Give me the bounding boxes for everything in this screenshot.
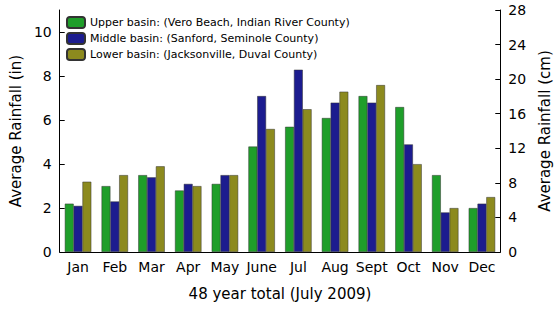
svg-text:0: 0: [43, 244, 52, 260]
svg-text:16: 16: [508, 106, 526, 122]
svg-text:Mar: Mar: [138, 259, 165, 275]
svg-text:28: 28: [508, 2, 526, 18]
svg-text:48 year total (July 2009): 48 year total (July 2009): [189, 285, 372, 303]
svg-text:20: 20: [508, 71, 526, 87]
svg-text:Average Rainfall (cm): Average Rainfall (cm): [536, 50, 554, 211]
svg-text:Dec: Dec: [468, 259, 495, 275]
svg-text:Upper basin: (Vero Beach, Indi: Upper basin: (Vero Beach, Indian River C…: [90, 16, 350, 29]
svg-text:2: 2: [43, 200, 52, 216]
svg-text:Jan: Jan: [66, 259, 89, 275]
svg-text:Jul: Jul: [289, 259, 307, 275]
svg-text:Nov: Nov: [432, 259, 459, 275]
svg-text:Middle basin: (Sanford, Semino: Middle basin: (Sanford, Seminole County): [90, 32, 318, 45]
svg-text:12: 12: [508, 140, 526, 156]
svg-text:4: 4: [43, 156, 52, 172]
svg-text:0: 0: [508, 244, 517, 260]
svg-text:6: 6: [43, 112, 52, 128]
svg-text:Oct: Oct: [396, 259, 421, 275]
svg-text:Sept: Sept: [356, 259, 388, 275]
svg-text:Feb: Feb: [102, 259, 127, 275]
svg-text:8: 8: [508, 175, 517, 191]
svg-text:24: 24: [508, 37, 526, 53]
svg-text:Apr: Apr: [176, 259, 200, 275]
svg-text:Aug: Aug: [321, 259, 348, 275]
svg-text:Lower basin: (Jacksonville, Du: Lower basin: (Jacksonville, Duval County…: [90, 48, 317, 61]
svg-text:10: 10: [34, 24, 52, 40]
svg-text:8: 8: [43, 68, 52, 84]
svg-text:June: June: [245, 259, 277, 275]
svg-text:Average Rainfall (in): Average Rainfall (in): [7, 55, 25, 207]
svg-text:4: 4: [508, 209, 517, 225]
svg-text:May: May: [210, 259, 239, 275]
